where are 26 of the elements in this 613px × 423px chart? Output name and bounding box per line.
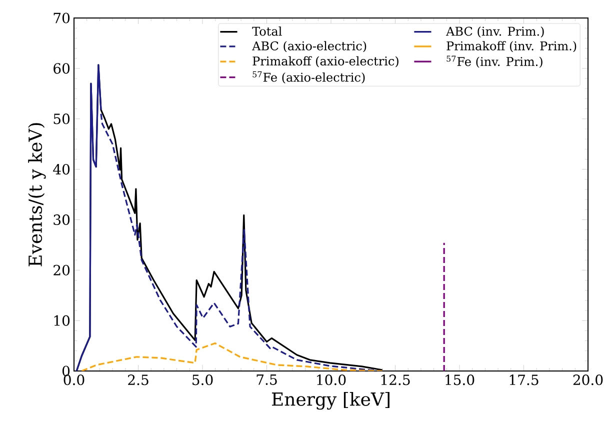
y-tick-label: 10 [54,315,70,326]
y-tick-label: 30 [54,214,70,226]
x-tick-label: 2.5 [128,374,148,386]
legend-label: Primakoff (inv. Prim.) [446,41,576,52]
legend-label: ABC (inv. Prim.) [446,26,544,38]
y-tick-label: 70 [54,12,70,24]
legend-label: ABC (axio-electric) [252,41,366,52]
x-axis-title: Energy [keV] [272,392,390,410]
y-tick-label: 50 [54,114,70,124]
legend-label: Primakoff (axio-electric) [252,56,398,68]
legend-label: $^{57}$Fe (axio-electric) [252,71,365,84]
x-tick-label: 15.0 [446,374,474,386]
x-tick-label: 12.5 [381,374,410,386]
legend-label: Total [252,26,282,36]
x-tick-label: 17.5 [510,374,538,386]
y-tick-label: 20 [54,264,70,276]
x-tick-label: 10.0 [317,374,346,386]
x-tick-label: 5.0 [192,374,213,386]
x-tick-label: 7.5 [256,374,277,385]
legend-label: $^{57}$Fe (inv. Prim.) [446,56,542,68]
x-tick-label: 0.0 [64,374,84,386]
y-tick-label: 60 [54,63,70,74]
y-tick-label: 40 [53,164,70,175]
x-tick-label: 20.0 [573,374,603,386]
y-axis-title: Events/(t y keV) [28,123,46,266]
y-tick-label: 0 [62,366,70,376]
